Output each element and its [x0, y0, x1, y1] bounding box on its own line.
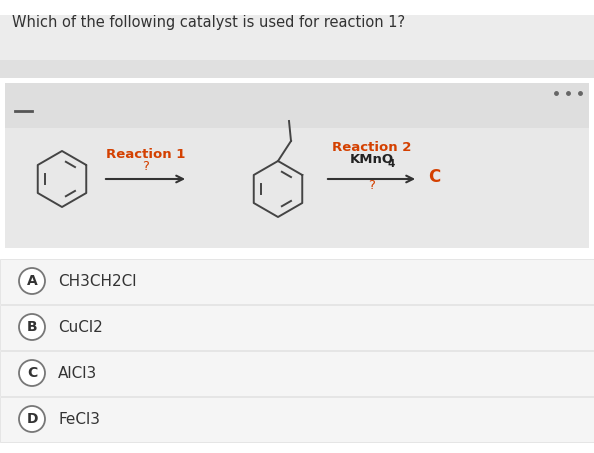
Text: Which of the following catalyst is used for reaction 1?: Which of the following catalyst is used … — [12, 15, 405, 30]
Bar — [5, 83, 589, 128]
Circle shape — [19, 360, 45, 386]
Bar — [0, 60, 594, 453]
Text: 4: 4 — [388, 159, 396, 169]
Bar — [0, 351, 594, 396]
Circle shape — [19, 406, 45, 432]
Text: CH3CH2Cl: CH3CH2Cl — [58, 274, 137, 289]
Circle shape — [19, 268, 45, 294]
Text: C: C — [27, 366, 37, 380]
Bar — [0, 397, 594, 442]
Text: Reaction 2: Reaction 2 — [332, 141, 412, 154]
Bar — [0, 60, 594, 78]
Text: KMnO: KMnO — [350, 153, 394, 166]
Text: C: C — [428, 168, 440, 186]
Text: CuCl2: CuCl2 — [58, 319, 103, 334]
Text: D: D — [26, 412, 38, 426]
Text: ?: ? — [368, 179, 375, 192]
Bar — [0, 259, 594, 304]
Bar — [0, 15, 594, 63]
Text: ?: ? — [143, 160, 150, 173]
Text: AlCl3: AlCl3 — [58, 366, 97, 381]
Text: Reaction 1: Reaction 1 — [106, 148, 186, 161]
Text: FeCl3: FeCl3 — [58, 411, 100, 427]
Text: B: B — [27, 320, 37, 334]
Circle shape — [19, 314, 45, 340]
Bar — [0, 305, 594, 350]
Text: A: A — [27, 274, 37, 288]
Bar — [5, 83, 589, 248]
